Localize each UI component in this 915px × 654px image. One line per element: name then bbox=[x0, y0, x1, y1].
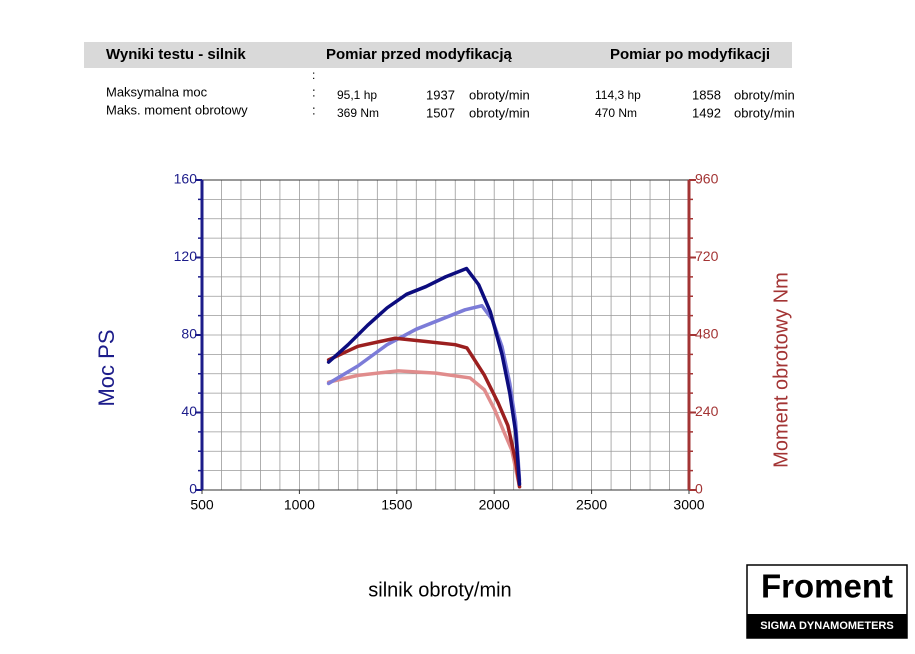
y2-tick-label: 480 bbox=[695, 326, 719, 342]
table-cell: : bbox=[312, 102, 316, 117]
table-cell: obroty/min bbox=[734, 105, 795, 120]
y-tick-label: 0 bbox=[189, 481, 197, 497]
table-cell: Maks. moment obrotowy bbox=[106, 102, 248, 117]
table-cell: obroty/min bbox=[469, 105, 530, 120]
table-cell: obroty/min bbox=[734, 87, 795, 102]
x-tick-label: 1000 bbox=[284, 497, 315, 513]
y-tick-label: 80 bbox=[181, 326, 197, 342]
table-cell: 114,3 hp bbox=[595, 88, 641, 102]
y2-tick-label: 720 bbox=[695, 248, 719, 264]
y2-tick-label: 0 bbox=[695, 481, 703, 497]
table-cell: : bbox=[312, 84, 316, 99]
y2-tick-label: 240 bbox=[695, 403, 719, 419]
x-tick-label: 2500 bbox=[576, 497, 607, 513]
logo-band bbox=[747, 614, 907, 638]
header-after: Pomiar po modyfikacji bbox=[610, 46, 770, 63]
y-axis-label: Moc PS bbox=[94, 329, 119, 406]
x-axis-label: silnik obroty/min bbox=[368, 579, 511, 601]
y2-axis-label: Moment obrotowy Nm bbox=[770, 272, 792, 468]
table-cell: 1507 bbox=[426, 105, 455, 120]
x-tick-label: 3000 bbox=[673, 497, 704, 513]
table-cell: obroty/min bbox=[469, 87, 530, 102]
y-tick-label: 40 bbox=[181, 403, 197, 419]
x-tick-label: 500 bbox=[190, 497, 214, 513]
header-before: Pomiar przed modyfikacją bbox=[326, 46, 513, 63]
y-tick-label: 120 bbox=[174, 248, 198, 264]
table-cell: 1937 bbox=[426, 87, 455, 102]
logo-name: Froment bbox=[761, 568, 893, 605]
table-cell: 369 Nm bbox=[337, 106, 379, 120]
table-cell: 1858 bbox=[692, 87, 721, 102]
y2-tick-label: 960 bbox=[695, 171, 719, 187]
table-cell: Maksymalna moc bbox=[106, 84, 208, 99]
x-tick-label: 2000 bbox=[479, 497, 510, 513]
series-line bbox=[326, 369, 522, 489]
y-tick-label: 160 bbox=[174, 171, 198, 187]
colon: : bbox=[312, 68, 315, 82]
table-cell: 95,1 hp bbox=[337, 88, 377, 102]
table-cell: 470 Nm bbox=[595, 106, 637, 120]
x-tick-label: 1500 bbox=[381, 497, 412, 513]
series-line bbox=[326, 266, 522, 486]
header-title: Wyniki testu - silnik bbox=[106, 46, 246, 63]
logo-tagline: SIGMA DYNAMOMETERS bbox=[760, 620, 893, 632]
header-band bbox=[84, 42, 792, 68]
table-cell: 1492 bbox=[692, 105, 721, 120]
series-line bbox=[326, 336, 522, 489]
